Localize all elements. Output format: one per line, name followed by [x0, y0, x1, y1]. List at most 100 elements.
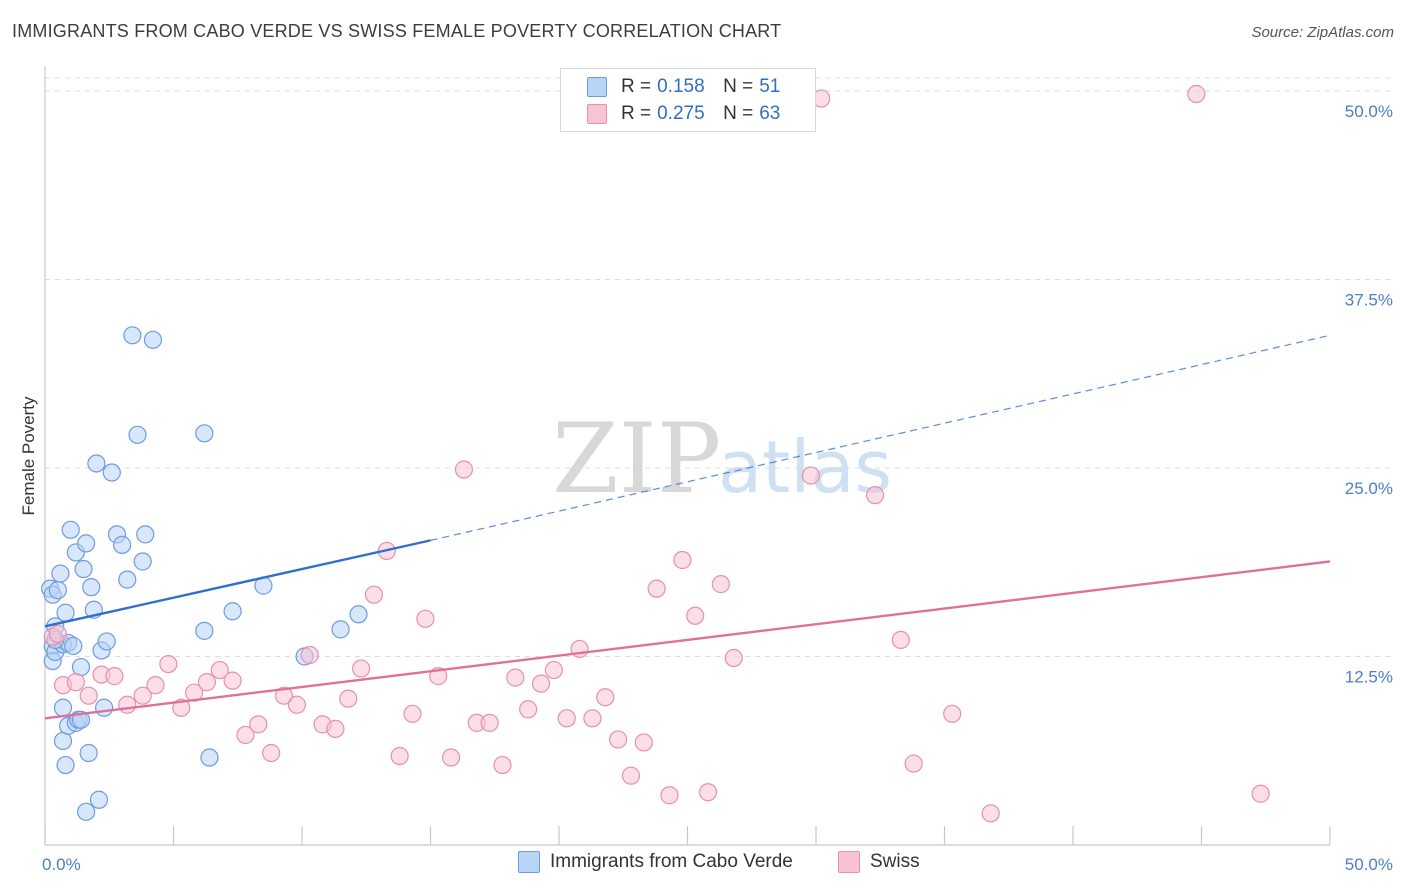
point-swiss: [544, 660, 563, 680]
point-swiss: [390, 746, 409, 766]
point-swiss: [943, 704, 962, 723]
point-swiss: [634, 733, 653, 752]
chart-title: IMMIGRANTS FROM CABO VERDE VS SWISS FEMA…: [12, 21, 782, 41]
point-cabo-verde: [195, 621, 214, 640]
point-cabo-verde: [51, 564, 70, 583]
point-swiss: [79, 686, 98, 705]
point-cabo-verde: [56, 603, 75, 622]
point-cabo-verde: [95, 698, 114, 717]
point-swiss: [981, 804, 1000, 823]
y-axis-title: Female Poverty: [19, 396, 38, 516]
point-swiss: [274, 686, 294, 705]
point-swiss: [403, 704, 422, 723]
point-swiss: [493, 755, 512, 775]
point-cabo-verde: [133, 552, 152, 571]
point-cabo-verde: [102, 463, 121, 482]
point-cabo-verde: [118, 570, 137, 589]
point-swiss: [454, 460, 474, 479]
series-legend-pink: Swiss: [838, 851, 920, 873]
trend-line-cabo-verde-extension: [430, 334, 1331, 541]
point-swiss: [724, 648, 743, 668]
axis-labels: 12.5% 25.0% 37.5% 50.0% 0.0% 50.0%: [42, 102, 1393, 874]
point-swiss: [352, 659, 371, 678]
point-cabo-verde: [128, 425, 147, 444]
point-swiss: [287, 695, 306, 714]
legend-swatch-pink: [587, 104, 607, 124]
point-swiss: [133, 686, 152, 705]
point-cabo-verde: [79, 743, 98, 763]
trend-lines: [44, 334, 1331, 720]
x-tick-label: 50.0%: [1345, 855, 1393, 874]
series-swatch-blue: [518, 851, 540, 873]
legend-n-value: 63: [759, 103, 781, 124]
point-swiss: [621, 766, 641, 785]
series-label-blue: Immigrants from Cabo Verde: [550, 851, 793, 872]
point-cabo-verde: [64, 636, 83, 656]
point-swiss: [416, 609, 435, 628]
point-swiss: [339, 689, 358, 708]
point-swiss: [210, 660, 229, 680]
point-cabo-verde: [82, 578, 101, 597]
point-cabo-verde: [87, 454, 106, 473]
point-swiss: [236, 725, 255, 745]
point-swiss: [172, 698, 191, 717]
point-swiss: [647, 579, 666, 598]
point-swiss: [904, 754, 923, 773]
point-cabo-verde: [61, 520, 80, 539]
point-swiss: [1187, 84, 1206, 104]
point-swiss: [223, 671, 242, 690]
legend-row-pink: R = 0.275 N = 63: [587, 102, 780, 126]
point-swiss: [673, 550, 692, 570]
point-cabo-verde: [53, 698, 73, 717]
point-cabo-verde: [53, 731, 73, 751]
point-cabo-verde: [71, 657, 91, 677]
point-swiss: [801, 466, 820, 485]
point-swiss: [596, 688, 615, 707]
y-tick-label: 37.5%: [1345, 291, 1393, 310]
correlation-legend: R = 0.158 N = 51 R = 0.275 N = 63: [560, 68, 816, 132]
point-cabo-verde: [77, 534, 96, 553]
point-cabo-verde: [200, 748, 219, 767]
point-cabo-verde: [195, 424, 214, 443]
point-swiss: [326, 719, 345, 738]
point-cabo-verde: [48, 581, 67, 600]
y-tick-label: 25.0%: [1345, 479, 1393, 498]
point-swiss: [609, 730, 628, 749]
point-swiss: [686, 606, 705, 625]
point-cabo-verde: [331, 620, 350, 639]
point-swiss: [711, 575, 731, 594]
point-swiss: [66, 673, 85, 692]
point-cabo-verde: [77, 802, 96, 821]
point-swiss: [660, 786, 679, 805]
point-cabo-verde: [223, 602, 242, 621]
point-swiss: [583, 709, 602, 728]
point-cabo-verde: [349, 605, 368, 624]
point-cabo-verde: [56, 755, 75, 775]
point-swiss: [300, 645, 319, 665]
legend-r-value: 0.275: [657, 103, 705, 124]
point-cabo-verde: [143, 330, 163, 349]
point-cabo-verde: [123, 326, 142, 345]
point-swiss: [105, 667, 124, 686]
watermark-atlas: atlas: [718, 425, 892, 509]
y-tick-label: 12.5%: [1345, 668, 1393, 687]
trend-line-swiss: [44, 560, 1331, 720]
point-swiss: [364, 585, 384, 604]
point-swiss: [146, 676, 165, 695]
point-swiss: [866, 486, 885, 505]
point-swiss: [698, 783, 718, 802]
legend-n-label: N =: [723, 76, 754, 97]
point-cabo-verde: [112, 535, 132, 555]
legend-n-label: N =: [723, 103, 754, 124]
point-swiss: [1251, 784, 1270, 803]
axes: [44, 66, 1331, 846]
point-swiss: [48, 624, 67, 643]
series-swatch-pink: [838, 851, 860, 873]
point-swiss: [262, 743, 281, 763]
point-swiss: [441, 748, 461, 767]
series-legend-blue: Immigrants from Cabo Verde: [518, 851, 793, 873]
legend-row-blue: R = 0.158 N = 51: [587, 75, 780, 99]
legend-r-value: 0.158: [657, 76, 705, 97]
watermark-zip: ZIP: [552, 403, 721, 515]
